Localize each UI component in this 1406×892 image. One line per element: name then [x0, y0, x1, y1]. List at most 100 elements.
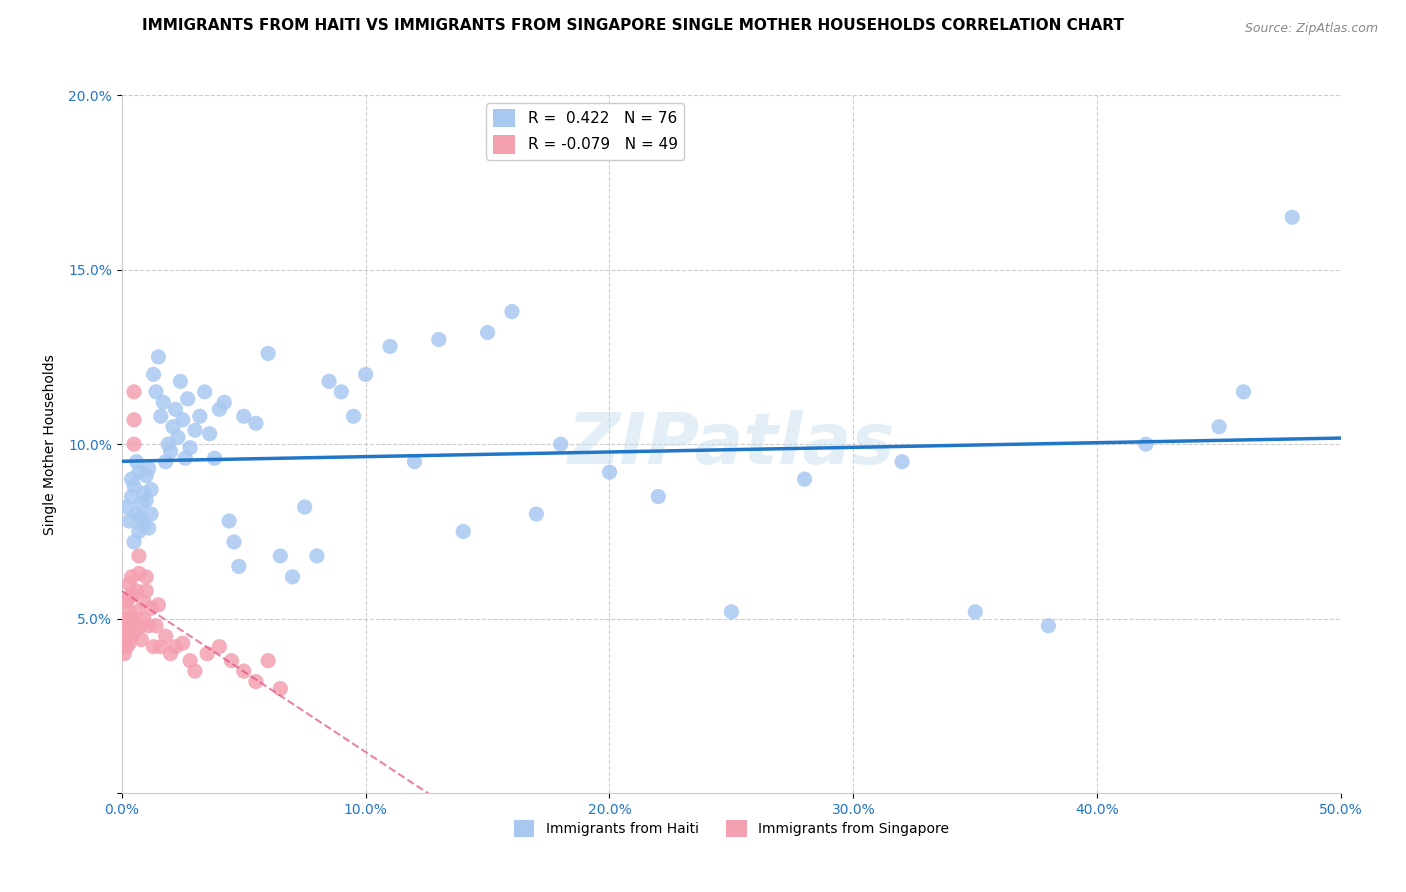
Point [128, 566, 150, 581]
Point [148, 598, 170, 612]
Point [188, 409, 211, 424]
Point [427, 333, 450, 347]
Point [172, 413, 194, 427]
Point [477, 326, 499, 340]
Point [232, 409, 254, 424]
Point [218, 514, 240, 528]
Point [354, 368, 377, 382]
Point [1135, 437, 1157, 451]
Point [135, 468, 157, 483]
Text: Source: ZipAtlas.com: Source: ZipAtlas.com [1244, 22, 1378, 36]
Point [720, 605, 742, 619]
Point [121, 587, 143, 601]
Point [208, 640, 231, 654]
Point [128, 549, 150, 563]
Point [647, 490, 669, 504]
Point [1038, 619, 1060, 633]
Point [891, 455, 914, 469]
Point [179, 654, 201, 668]
Point [221, 654, 243, 668]
Point [138, 461, 160, 475]
Point [179, 441, 201, 455]
Point [139, 507, 162, 521]
Point [118, 577, 141, 591]
Point [228, 559, 250, 574]
Legend: Immigrants from Haiti, Immigrants from Singapore: Immigrants from Haiti, Immigrants from S… [508, 814, 955, 842]
Point [149, 409, 172, 424]
Point [194, 384, 217, 399]
Point [122, 437, 145, 451]
Point [305, 549, 328, 563]
Point [145, 384, 167, 399]
Point [138, 619, 160, 633]
Point [121, 490, 143, 504]
Point [257, 654, 280, 668]
Point [232, 664, 254, 678]
Point [115, 625, 138, 640]
Point [148, 350, 170, 364]
Point [118, 636, 141, 650]
Point [378, 339, 401, 353]
Point [131, 619, 153, 633]
Point [121, 612, 143, 626]
Point [318, 375, 340, 389]
Point [159, 444, 181, 458]
Point [174, 451, 197, 466]
Point [118, 591, 141, 605]
Point [125, 455, 148, 469]
Point [176, 392, 198, 406]
Point [138, 521, 160, 535]
Point [965, 605, 987, 619]
Point [1281, 211, 1303, 225]
Point [152, 395, 174, 409]
Point [125, 605, 148, 619]
Point [115, 594, 138, 608]
Point [115, 500, 138, 514]
Point [131, 510, 153, 524]
Point [155, 455, 177, 469]
Point [121, 570, 143, 584]
Point [157, 437, 180, 451]
Point [118, 514, 141, 528]
Point [451, 524, 474, 539]
Point [139, 483, 162, 497]
Point [269, 681, 291, 696]
Point [118, 605, 141, 619]
Point [135, 583, 157, 598]
Point [184, 423, 207, 437]
Point [131, 632, 153, 647]
Point [162, 419, 184, 434]
Point [294, 500, 316, 514]
Point [132, 612, 155, 626]
Point [125, 622, 148, 636]
Point [132, 594, 155, 608]
Point [501, 304, 523, 318]
Point [112, 647, 135, 661]
Point [165, 402, 187, 417]
Point [222, 535, 245, 549]
Point [122, 535, 145, 549]
Point [245, 674, 267, 689]
Point [118, 619, 141, 633]
Point [330, 384, 353, 399]
Point [342, 409, 364, 424]
Point [132, 517, 155, 532]
Point [155, 629, 177, 643]
Point [112, 632, 135, 647]
Point [142, 640, 165, 654]
Point [198, 426, 221, 441]
Point [169, 375, 191, 389]
Point [128, 465, 150, 479]
Point [208, 402, 231, 417]
Point [550, 437, 572, 451]
Point [204, 451, 226, 466]
Point [195, 647, 218, 661]
Point [598, 465, 620, 479]
Point [793, 472, 815, 486]
Point [132, 486, 155, 500]
Point [121, 472, 143, 486]
Point [167, 430, 190, 444]
Point [115, 640, 138, 654]
Point [524, 507, 547, 521]
Point [245, 417, 267, 431]
